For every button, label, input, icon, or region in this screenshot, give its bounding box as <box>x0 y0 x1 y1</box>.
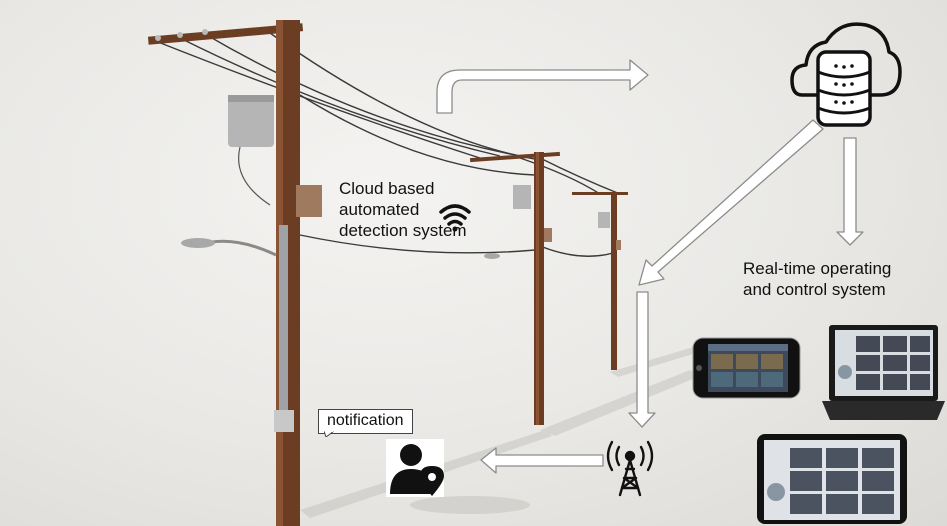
realtime-label-line-1: Real-time operating <box>743 259 892 278</box>
utility-pole-back <box>572 192 628 370</box>
arrow-up-to-cloud <box>436 59 649 114</box>
notification-bubble-tail <box>324 431 334 437</box>
cloud-detection-label: Cloud based automated detection system <box>339 178 467 241</box>
realtime-label-line-2: and control system <box>743 280 886 299</box>
cloud-database-icon <box>790 22 902 127</box>
cloud-label-line-2: automated <box>339 200 420 219</box>
wifi-icon <box>439 204 471 232</box>
power-lines <box>157 32 621 257</box>
realtime-control-label: Real-time operating and control system <box>743 258 891 300</box>
notification-bubble: notification <box>318 409 413 434</box>
user-location-icon <box>386 439 444 497</box>
antenna-icon <box>606 440 654 497</box>
utility-pole-middle <box>469 151 561 425</box>
arrow-cloud-to-control <box>836 137 864 246</box>
arrow-down-to-antenna <box>628 291 656 428</box>
arrow-antenna-to-user <box>480 447 604 474</box>
utility-pole-front <box>147 20 322 526</box>
tablet-device <box>757 434 907 524</box>
phone-device <box>692 337 801 399</box>
cloud-label-line-1: Cloud based <box>339 179 435 198</box>
cloud-label-line-3: detection system <box>339 221 467 240</box>
laptop-device <box>822 325 945 420</box>
arrow-cloud-to-antenna <box>638 119 824 286</box>
flow-arrows <box>436 59 864 474</box>
